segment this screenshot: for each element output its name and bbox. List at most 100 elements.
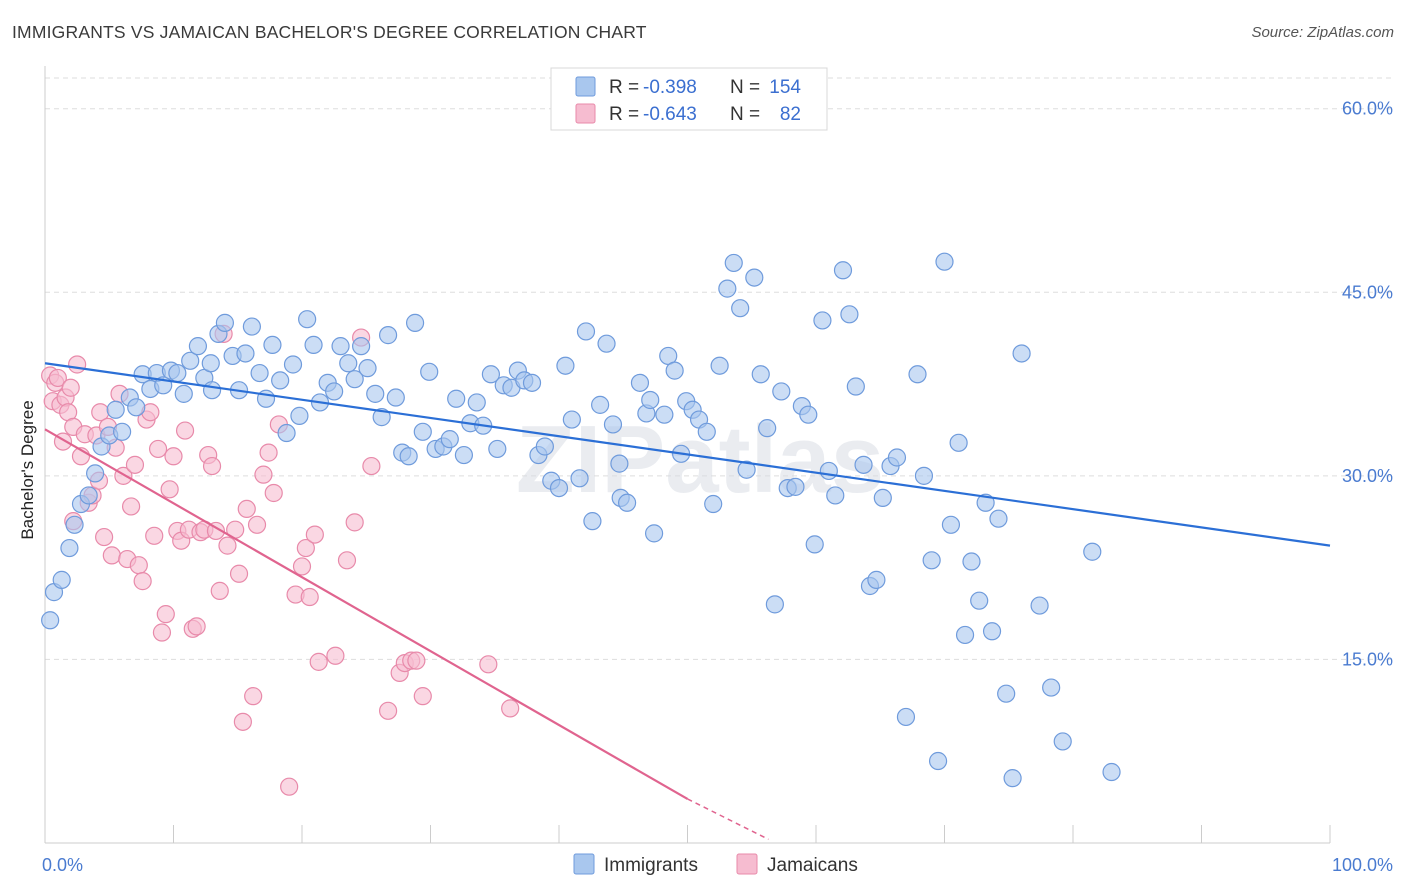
y-tick-labels: 15.0% 30.0% 45.0% 60.0% bbox=[1342, 99, 1393, 670]
bottom-legend-jamaicans: Jamaicans bbox=[767, 855, 858, 876]
jamaicans-points bbox=[41, 324, 520, 796]
immigrants-point bbox=[112, 422, 132, 441]
jamaicans-point bbox=[300, 587, 319, 607]
jamaicans-point bbox=[160, 480, 179, 499]
immigrants-point bbox=[799, 405, 818, 424]
immigrants-point bbox=[352, 337, 371, 356]
jamaicans-point bbox=[68, 355, 87, 374]
jamaicans-point bbox=[125, 455, 145, 474]
jamaicans-point bbox=[413, 687, 432, 706]
jamaicans-point bbox=[280, 777, 299, 796]
immigrants-point bbox=[826, 486, 845, 505]
jamaicans-point bbox=[296, 538, 315, 558]
jamaicans-point bbox=[148, 439, 168, 459]
immigrants-point bbox=[52, 570, 71, 589]
immigrants-point bbox=[447, 389, 466, 408]
y-tick-label: 30.0% bbox=[1342, 466, 1393, 486]
immigrants-point bbox=[345, 370, 364, 389]
jamaicans-point bbox=[337, 551, 357, 570]
jamaicans-point bbox=[129, 556, 148, 575]
jamaicans-trend-extension bbox=[687, 798, 769, 840]
y-axis-title: Bachelor's Degree bbox=[18, 400, 37, 539]
immigrants-point bbox=[283, 355, 303, 374]
legend-r-value: -0.398 bbox=[643, 77, 697, 98]
jamaicans-point bbox=[175, 421, 195, 440]
immigrants-point bbox=[786, 477, 805, 496]
bottom-legend-swatch-jamaicans bbox=[736, 853, 758, 875]
jamaicans-point bbox=[292, 557, 312, 576]
immigrants-point bbox=[215, 313, 234, 332]
immigrants-point bbox=[181, 351, 200, 370]
immigrants-point bbox=[562, 410, 581, 429]
immigrants-points bbox=[41, 252, 1121, 788]
jamaicans-point bbox=[164, 447, 183, 466]
legend-n-value: 154 bbox=[769, 77, 801, 98]
immigrants-point bbox=[79, 486, 98, 505]
trend-lines bbox=[44, 362, 1331, 840]
jamaicans-point bbox=[264, 483, 283, 503]
immigrants-point bbox=[955, 625, 975, 645]
immigrants-point bbox=[325, 382, 344, 401]
immigrants-point bbox=[813, 311, 832, 330]
immigrants-point bbox=[867, 570, 886, 589]
immigrants-point bbox=[298, 310, 317, 329]
immigrants-point bbox=[188, 337, 208, 356]
jamaicans-point bbox=[309, 652, 328, 671]
jamaicans-point bbox=[362, 456, 381, 476]
legend: R = -0.398 N = 154 R = -0.643 N = 82 bbox=[550, 67, 828, 131]
immigrants-point bbox=[250, 363, 269, 383]
immigrants-point bbox=[644, 524, 664, 543]
jamaicans-point bbox=[254, 465, 273, 484]
y-tick-label: 45.0% bbox=[1342, 282, 1393, 302]
immigrants-point bbox=[610, 454, 629, 473]
immigrants-point bbox=[731, 299, 750, 318]
immigrants-point bbox=[962, 552, 981, 571]
immigrants-point bbox=[60, 538, 79, 558]
immigrants-point bbox=[481, 365, 500, 384]
y-tick-label: 60.0% bbox=[1342, 99, 1393, 119]
jamaicans-point bbox=[202, 456, 222, 476]
bottom-legend: Immigrants Jamaicans bbox=[573, 853, 858, 876]
jamaicans-point bbox=[345, 513, 364, 532]
immigrants-point bbox=[372, 408, 391, 427]
immigrants-point bbox=[535, 437, 554, 456]
immigrants-point bbox=[1102, 762, 1121, 782]
immigrants-point bbox=[724, 253, 743, 273]
immigrants-point bbox=[805, 535, 824, 554]
immigrants-point bbox=[1053, 732, 1072, 751]
immigrants-point bbox=[949, 433, 968, 452]
immigrants-point bbox=[665, 361, 684, 380]
jamaicans-point bbox=[244, 687, 263, 706]
immigrants-point bbox=[914, 466, 934, 485]
immigrants-point bbox=[819, 461, 838, 481]
immigrants-point bbox=[603, 415, 623, 434]
x-tick-label: 0.0% bbox=[42, 855, 83, 875]
immigrants-point bbox=[570, 469, 589, 488]
immigrants-point bbox=[202, 381, 222, 400]
immigrants-point bbox=[1083, 542, 1102, 561]
immigrants-point bbox=[908, 365, 927, 384]
jamaicans-point bbox=[210, 581, 229, 600]
immigrants-point bbox=[840, 305, 859, 324]
jamaicans-point bbox=[133, 572, 152, 591]
jamaicans-point bbox=[259, 443, 278, 462]
immigrants-point bbox=[271, 371, 290, 390]
immigrants-point bbox=[339, 354, 358, 373]
immigrants-point bbox=[772, 382, 791, 401]
immigrants-point bbox=[846, 377, 865, 396]
jamaicans-point bbox=[102, 546, 121, 565]
immigrants-point bbox=[1012, 344, 1031, 363]
jamaicans-point bbox=[206, 521, 226, 541]
immigrants-point bbox=[976, 493, 995, 512]
immigrants-point bbox=[704, 494, 723, 514]
jamaicans-point bbox=[121, 497, 141, 516]
jamaicans-point bbox=[247, 515, 267, 534]
immigrants-point bbox=[366, 384, 385, 403]
immigrants-point bbox=[168, 363, 187, 383]
jamaicans-point bbox=[407, 651, 426, 670]
immigrants-point bbox=[467, 393, 486, 412]
legend-n-value: 82 bbox=[780, 104, 801, 125]
immigrants-point bbox=[618, 493, 637, 512]
immigrants-point bbox=[997, 684, 1016, 703]
